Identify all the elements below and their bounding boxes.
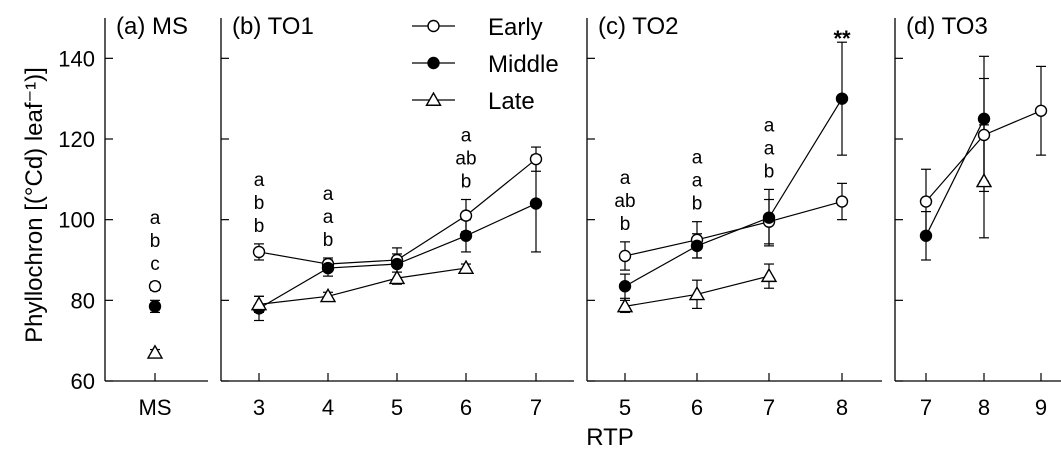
data-point-late [319,287,337,303]
significance-label: ** [833,26,851,51]
data-point-early [1034,104,1048,117]
x-tick-label: 6 [691,395,703,420]
data-point-early [148,280,162,293]
data-point-middle [321,261,335,275]
data-point-early [835,195,849,208]
y-tick-label: 120 [58,127,95,152]
significance-letter: ab [614,191,635,212]
panel-title: (c) TO2 [598,13,678,40]
panel-title: (a) MS [116,13,188,40]
significance-letter: a [764,115,775,136]
x-tick-label: 4 [322,395,334,420]
x-tick-label: 8 [978,395,990,420]
y-tick-label: 100 [58,208,95,233]
data-point-late [760,267,778,283]
x-tick-label: 5 [619,395,631,420]
significance-letter: c [150,254,160,275]
x-tick-label: 5 [391,395,403,420]
y-tick-label: 140 [58,46,95,71]
significance-letter: b [150,231,161,252]
x-tick-label: 8 [836,395,848,420]
significance-letter: b [692,194,703,215]
significance-letter: a [323,207,334,228]
significance-letter: b [254,216,265,237]
data-point-early [977,128,991,142]
significance-letter: a [764,138,775,159]
x-tick-label: 7 [530,395,542,420]
data-point-late [688,285,706,301]
x-tick-label: 6 [460,395,472,420]
data-point-late [616,297,634,313]
data-point-late [250,295,268,311]
legend-label-early: Early [488,14,543,41]
series-line-early [624,200,843,257]
data-point-late [388,269,406,285]
data-point-early [459,209,473,222]
data-point-early [618,249,632,263]
significance-letter: a [323,184,334,205]
data-point-early [529,152,543,166]
significance-letter: a [692,171,703,192]
data-point-middle [148,300,162,313]
significance-letter: b [461,172,472,193]
legend-marker-late [425,91,442,106]
legend-marker-early [427,19,440,33]
data-point-middle [919,229,933,243]
data-point-late [975,172,993,188]
x-tick-label: 3 [253,395,265,420]
significance-letter: a [254,170,265,191]
x-axis-label: RTP [586,424,634,450]
x-tick-label: 7 [920,395,932,420]
data-point-middle [529,197,543,210]
series-line-late [258,267,467,305]
data-point-middle [977,112,991,126]
significance-letter: a [620,168,631,189]
data-point-late [146,344,164,359]
legend-marker-middle [427,56,440,70]
significance-letter: b [254,193,265,214]
data-point-middle [835,92,849,105]
data-point-middle [690,239,704,253]
series-line-middle [624,98,843,287]
significance-letter: ab [455,149,476,170]
data-point-middle [459,229,473,243]
legend-label-middle: Middle [488,51,559,78]
data-point-early [252,245,266,259]
data-point-late [457,259,475,275]
x-tick-label: 9 [1035,395,1047,420]
data-point-middle [762,211,776,224]
x-tick-label: 7 [763,395,775,420]
panel-title: (d) TO3 [906,13,988,40]
significance-letter: b [764,161,775,182]
data-point-middle [390,257,404,271]
series-line-middle [925,118,985,237]
significance-letter: b [323,230,334,251]
panel-title: (b) TO1 [232,13,314,40]
significance-letter: a [150,208,161,229]
data-point-early [919,195,933,208]
legend-label-late: Late [488,88,535,115]
significance-letter: b [620,214,631,235]
y-tick-label: 60 [71,369,95,394]
significance-letter: a [692,148,703,169]
data-point-middle [618,280,632,293]
y-tick-label: 80 [71,288,95,313]
x-tick-label: MS [139,395,172,420]
y-axis-label: Phyllochron [(°Cd) leaf⁻¹)] [21,67,48,343]
significance-letter: a [461,126,472,147]
